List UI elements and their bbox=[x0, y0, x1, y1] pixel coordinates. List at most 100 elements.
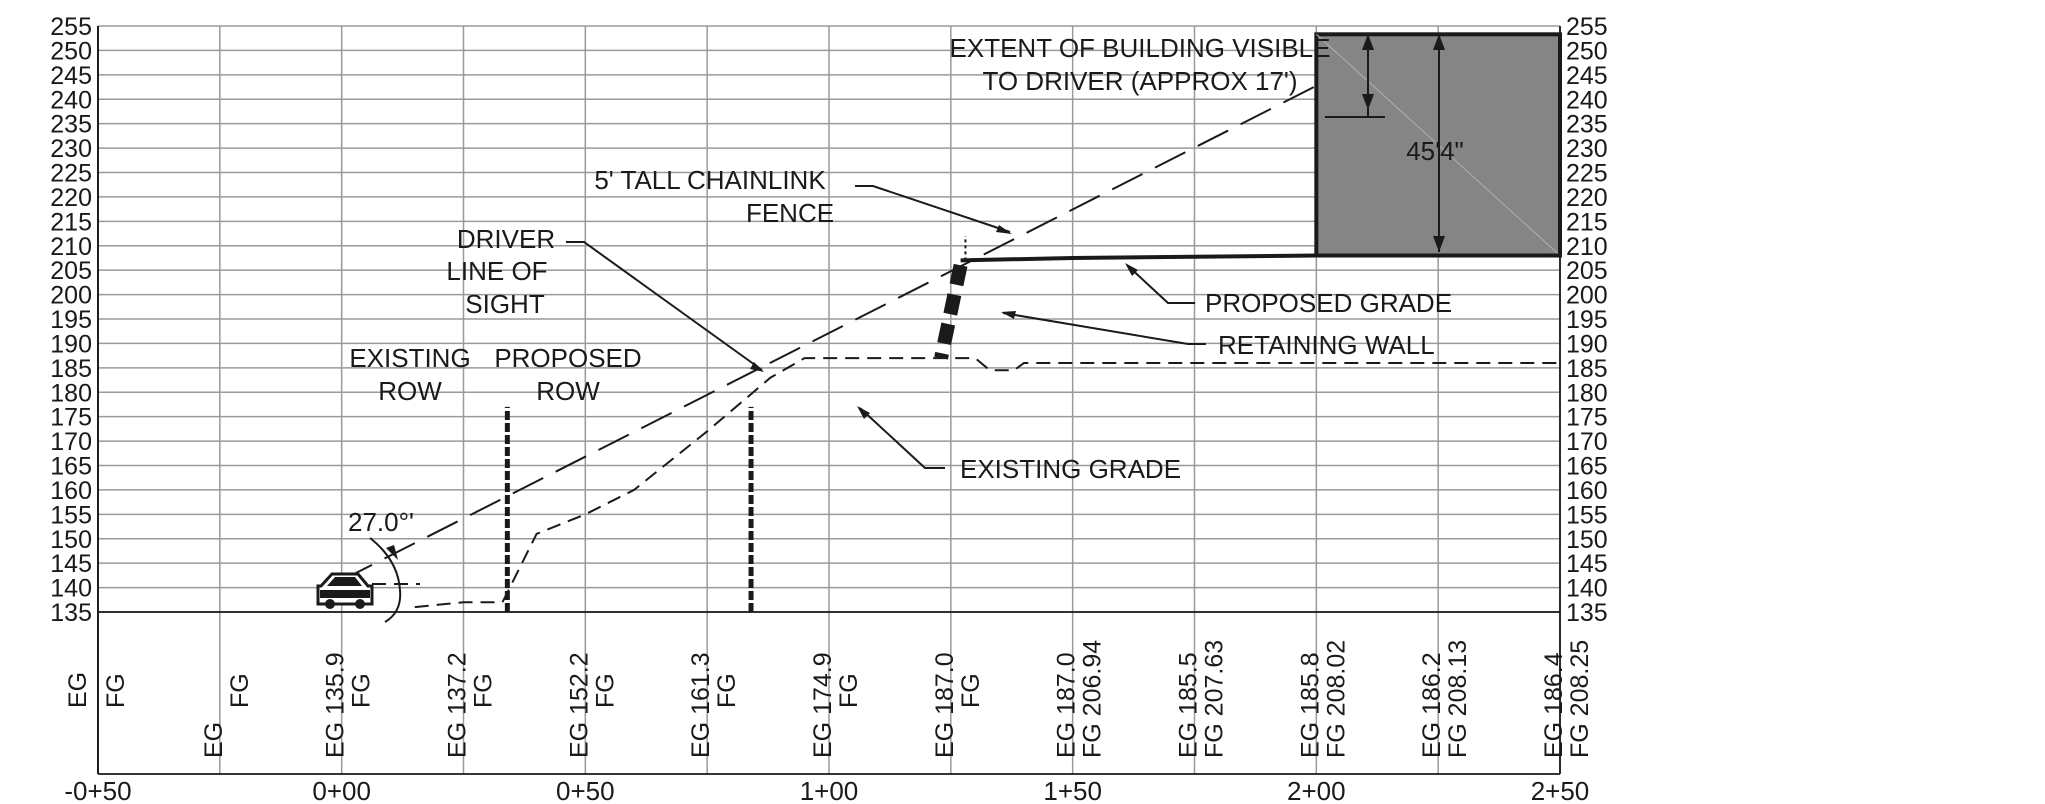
annotations: EXTENT OF BUILDING VISIBLE TO DRIVER (AP… bbox=[348, 33, 1464, 537]
station-fg-label: FG 208.13 bbox=[1444, 640, 1472, 758]
elevation-tick-label-left: 210 bbox=[50, 233, 92, 261]
elevation-tick-label-right: 180 bbox=[1566, 379, 1608, 407]
station-eg-label: EG 186.4 bbox=[1540, 652, 1568, 758]
building-visible-label-line2: TO DRIVER (APPROX 17') bbox=[982, 66, 1297, 96]
elevation-tick-label-right: 205 bbox=[1566, 257, 1608, 285]
proposed-row-label-line1: PROPOSED bbox=[494, 343, 641, 373]
driver-sight-arrowhead bbox=[750, 362, 764, 372]
elevation-tick-label-right: 185 bbox=[1566, 355, 1608, 383]
elevation-tick-label-left: 225 bbox=[50, 160, 92, 188]
station-eg-label: EG 152.2 bbox=[565, 652, 593, 758]
elevation-tick-label-right: 200 bbox=[1566, 282, 1608, 310]
station-fg-label: FG 208.25 bbox=[1566, 640, 1594, 758]
sight-angle-label: 27.0°' bbox=[348, 507, 414, 537]
elevation-tick-label-right: 160 bbox=[1566, 477, 1608, 505]
station-axis-label: 1+50 bbox=[1043, 776, 1102, 804]
profile-line-proposed-grade bbox=[960, 253, 1560, 263]
fence-leader bbox=[855, 185, 1011, 233]
elevation-tick-label-left: 200 bbox=[50, 282, 92, 310]
elevation-tick-label-left: 145 bbox=[50, 550, 92, 578]
station-fg-label: FG 206.94 bbox=[1079, 640, 1107, 758]
retaining-wall-label: RETAINING WALL bbox=[1218, 330, 1435, 360]
fence-label-line1: 5' TALL CHAINLINK bbox=[594, 165, 826, 195]
elevation-tick-label-left: 170 bbox=[50, 428, 92, 456]
elevation-tick-label-left: 195 bbox=[50, 306, 92, 334]
station-eg-label: EG 135.9 bbox=[322, 652, 350, 758]
driver-sight-label-line1: DRIVER bbox=[457, 224, 555, 254]
proposed-grade-leader bbox=[1126, 264, 1195, 304]
elevation-tick-label-right: 245 bbox=[1566, 62, 1608, 90]
station-eg-label: EG bbox=[200, 722, 228, 758]
proposed-grade-label: PROPOSED GRADE bbox=[1205, 288, 1452, 318]
station-axis-label: 1+00 bbox=[800, 776, 859, 804]
station-eg-label: EG bbox=[64, 672, 92, 708]
station-eg-label: EG 185.5 bbox=[1175, 652, 1203, 758]
elevation-tick-label-left: 245 bbox=[50, 62, 92, 90]
dimension-arrow-bottom bbox=[1433, 236, 1445, 252]
station-fg-label: FG bbox=[470, 673, 498, 708]
elevation-tick-label-right: 230 bbox=[1566, 135, 1608, 163]
station-fg-label: FG bbox=[102, 673, 130, 708]
station-eg-label: EG 137.2 bbox=[444, 652, 472, 758]
driver-sight-label-line2: LINE OF bbox=[446, 256, 547, 286]
elevation-tick-label-left: 175 bbox=[50, 404, 92, 432]
visible-extent-arrow-bottom bbox=[1362, 94, 1374, 110]
station-fg-label: FG 208.02 bbox=[1322, 640, 1350, 758]
station-axis-label: 2+50 bbox=[1531, 776, 1590, 804]
elevation-tick-label-right: 235 bbox=[1566, 111, 1608, 139]
elevation-tick-label-right: 195 bbox=[1566, 306, 1608, 334]
elevation-tick-label-right: 155 bbox=[1566, 501, 1608, 529]
profile-line-existing-grade bbox=[414, 357, 1560, 609]
station-eg-label: EG 174.9 bbox=[809, 652, 837, 758]
elevation-tick-label-right: 190 bbox=[1566, 330, 1608, 358]
sight-angle-arrowhead bbox=[386, 545, 398, 560]
elevation-tick-label-right: 250 bbox=[1566, 37, 1608, 65]
station-fg-label: FG bbox=[713, 673, 741, 708]
station-axis-label: -0+50 bbox=[64, 776, 131, 804]
elevation-tick-label-right: 220 bbox=[1566, 184, 1608, 212]
elevation-tick-label-right: 240 bbox=[1566, 86, 1608, 114]
elevation-tick-label-right: 150 bbox=[1566, 526, 1608, 554]
building-visible-label-line1: EXTENT OF BUILDING VISIBLE bbox=[950, 33, 1331, 63]
elevation-tick-label-left: 180 bbox=[50, 379, 92, 407]
retaining-wall-arrowhead bbox=[1001, 311, 1016, 319]
profile-line-driver-line-of-sight bbox=[341, 86, 1315, 582]
elevation-tick-label-left: 190 bbox=[50, 330, 92, 358]
elevation-tick-label-right: 140 bbox=[1566, 575, 1608, 603]
elevation-tick-label-right: 170 bbox=[1566, 428, 1608, 456]
elevation-tick-label-left: 235 bbox=[50, 111, 92, 139]
elevation-tick-label-left: 230 bbox=[50, 135, 92, 163]
station-fg-label: FG bbox=[957, 673, 985, 708]
proposed-row-label-line2: ROW bbox=[536, 376, 600, 406]
elevation-tick-label-left: 220 bbox=[50, 184, 92, 212]
retaining-wall bbox=[934, 263, 968, 360]
elevation-tick-label-right: 255 bbox=[1566, 13, 1608, 41]
elevation-tick-label-right: 135 bbox=[1566, 599, 1608, 627]
leader-lines bbox=[369, 34, 1445, 623]
driver-sight-leader bbox=[566, 241, 763, 371]
existing-row-label-line2: ROW bbox=[378, 376, 442, 406]
station-fg-label: FG 207.63 bbox=[1201, 640, 1229, 758]
station-axis-label: 0+00 bbox=[312, 776, 371, 804]
fence-label-line2: FENCE bbox=[746, 198, 834, 228]
elevation-tick-label-left: 250 bbox=[50, 37, 92, 65]
grid bbox=[97, 25, 1561, 775]
elevation-tick-label-right: 145 bbox=[1566, 550, 1608, 578]
elevation-tick-label-right: 225 bbox=[1566, 160, 1608, 188]
station-fg-label: FG bbox=[591, 673, 619, 708]
retaining-wall-leader bbox=[1002, 312, 1206, 345]
station-fg-label: FG bbox=[226, 673, 254, 708]
fence-leader-arrowhead bbox=[996, 225, 1012, 234]
existing-row-label-line1: EXISTING bbox=[349, 343, 470, 373]
elevation-tick-label-right: 215 bbox=[1566, 208, 1608, 236]
elevation-tick-label-right: 175 bbox=[1566, 404, 1608, 432]
dimension-arrow-top bbox=[1433, 34, 1445, 50]
elevation-tick-label-left: 140 bbox=[50, 575, 92, 603]
driver-sight-label-line3: SIGHT bbox=[465, 289, 545, 319]
existing-grade-label: EXISTING GRADE bbox=[960, 454, 1181, 484]
sight-angle-arc bbox=[369, 537, 402, 623]
existing-grade-arrowhead bbox=[857, 406, 870, 419]
elevation-tick-label-left: 150 bbox=[50, 526, 92, 554]
